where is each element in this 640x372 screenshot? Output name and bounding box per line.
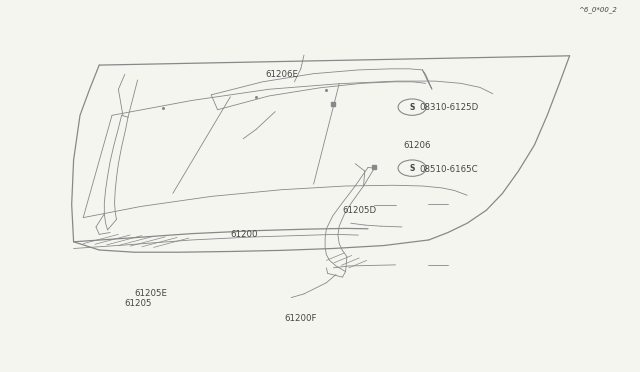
Text: S: S	[410, 103, 415, 112]
Text: 61205E: 61205E	[134, 289, 168, 298]
Text: 61205D: 61205D	[342, 206, 376, 215]
Text: ^6_0*00_2: ^6_0*00_2	[579, 6, 618, 13]
Text: 61200F: 61200F	[285, 314, 317, 323]
Text: 61206E: 61206E	[266, 70, 299, 79]
Text: 61205: 61205	[125, 299, 152, 308]
Text: 08510-6165C: 08510-6165C	[419, 165, 478, 174]
Text: 61206: 61206	[403, 141, 431, 150]
Text: 61200: 61200	[230, 230, 258, 239]
Text: S: S	[410, 164, 415, 173]
Text: 08310-6125D: 08310-6125D	[419, 103, 479, 112]
